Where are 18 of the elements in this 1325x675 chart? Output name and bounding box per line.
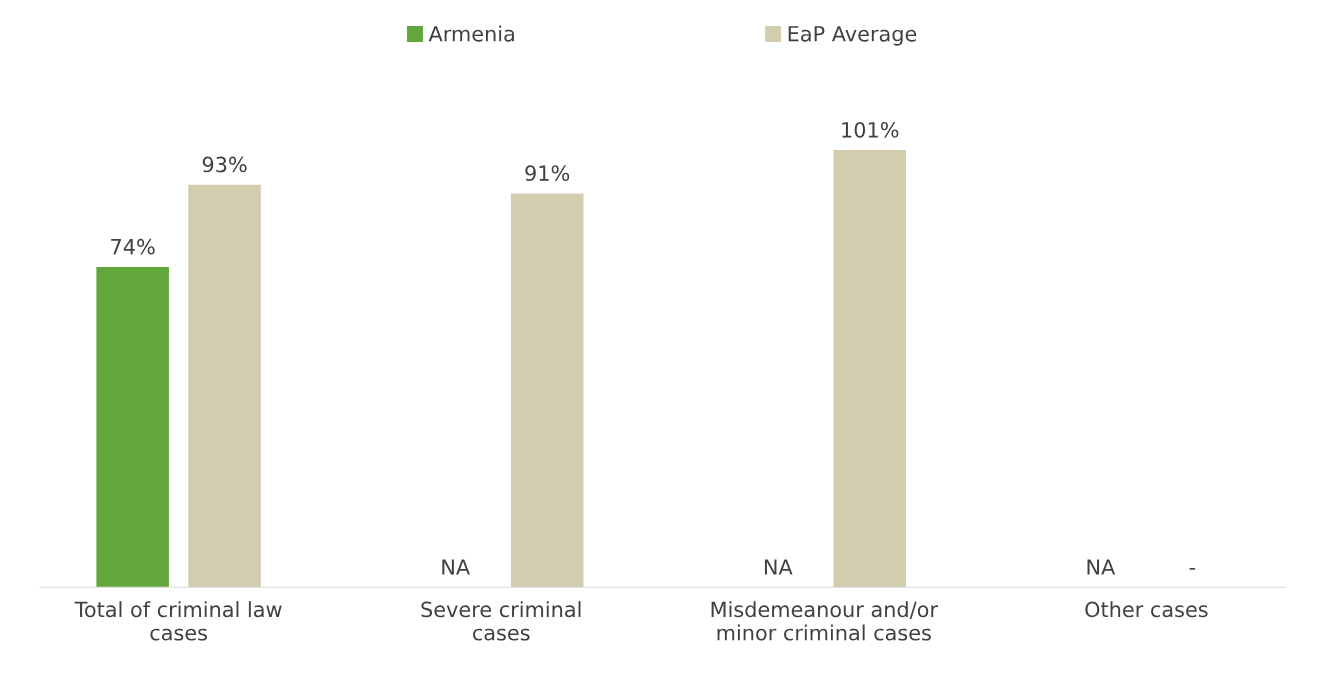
x-tick-label: Total of criminal law cases [74, 601, 282, 641]
text: - [1189, 568, 1196, 570]
x-tick-label: Severe criminal cases [421, 601, 581, 641]
data-label: 93% [202, 156, 247, 173]
bar [96, 266, 169, 588]
text: NA [764, 559, 793, 575]
bar [833, 150, 907, 588]
legend-label: EaP Average [788, 26, 917, 46]
data-label: 101% [842, 121, 899, 138]
data-label: 74% [111, 238, 155, 255]
data-label: 91% [525, 165, 570, 182]
x-tick-label: Other cases [1085, 601, 1208, 618]
text: NA [442, 559, 470, 575]
text: NA [1087, 559, 1116, 575]
x-tick-label: Misdemeanour and/or minor criminal cases [711, 601, 938, 641]
bar [188, 184, 261, 588]
bar [510, 193, 584, 588]
legend-label: Armenia [428, 25, 514, 42]
